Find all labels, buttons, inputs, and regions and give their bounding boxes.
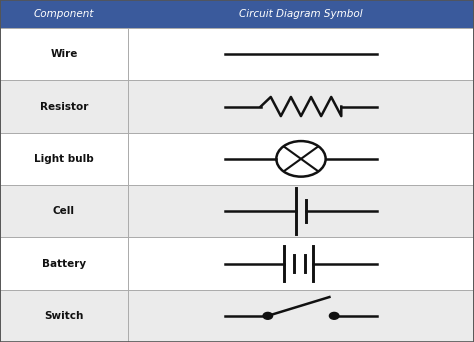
Circle shape bbox=[263, 312, 273, 319]
Text: Wire: Wire bbox=[50, 49, 78, 59]
Bar bbox=[0, 237, 474, 290]
Text: Component: Component bbox=[34, 9, 94, 19]
Text: Light bulb: Light bulb bbox=[34, 154, 94, 164]
Circle shape bbox=[329, 312, 339, 319]
Bar bbox=[0, 0, 474, 28]
Text: Switch: Switch bbox=[44, 311, 84, 321]
Bar bbox=[0, 133, 474, 185]
Bar bbox=[0, 28, 474, 80]
Bar bbox=[0, 290, 474, 342]
Text: Cell: Cell bbox=[53, 206, 75, 216]
Text: Battery: Battery bbox=[42, 259, 86, 268]
Text: Resistor: Resistor bbox=[40, 102, 88, 111]
Text: Circuit Diagram Symbol: Circuit Diagram Symbol bbox=[239, 9, 363, 19]
Bar bbox=[0, 80, 474, 133]
Bar bbox=[0, 185, 474, 237]
